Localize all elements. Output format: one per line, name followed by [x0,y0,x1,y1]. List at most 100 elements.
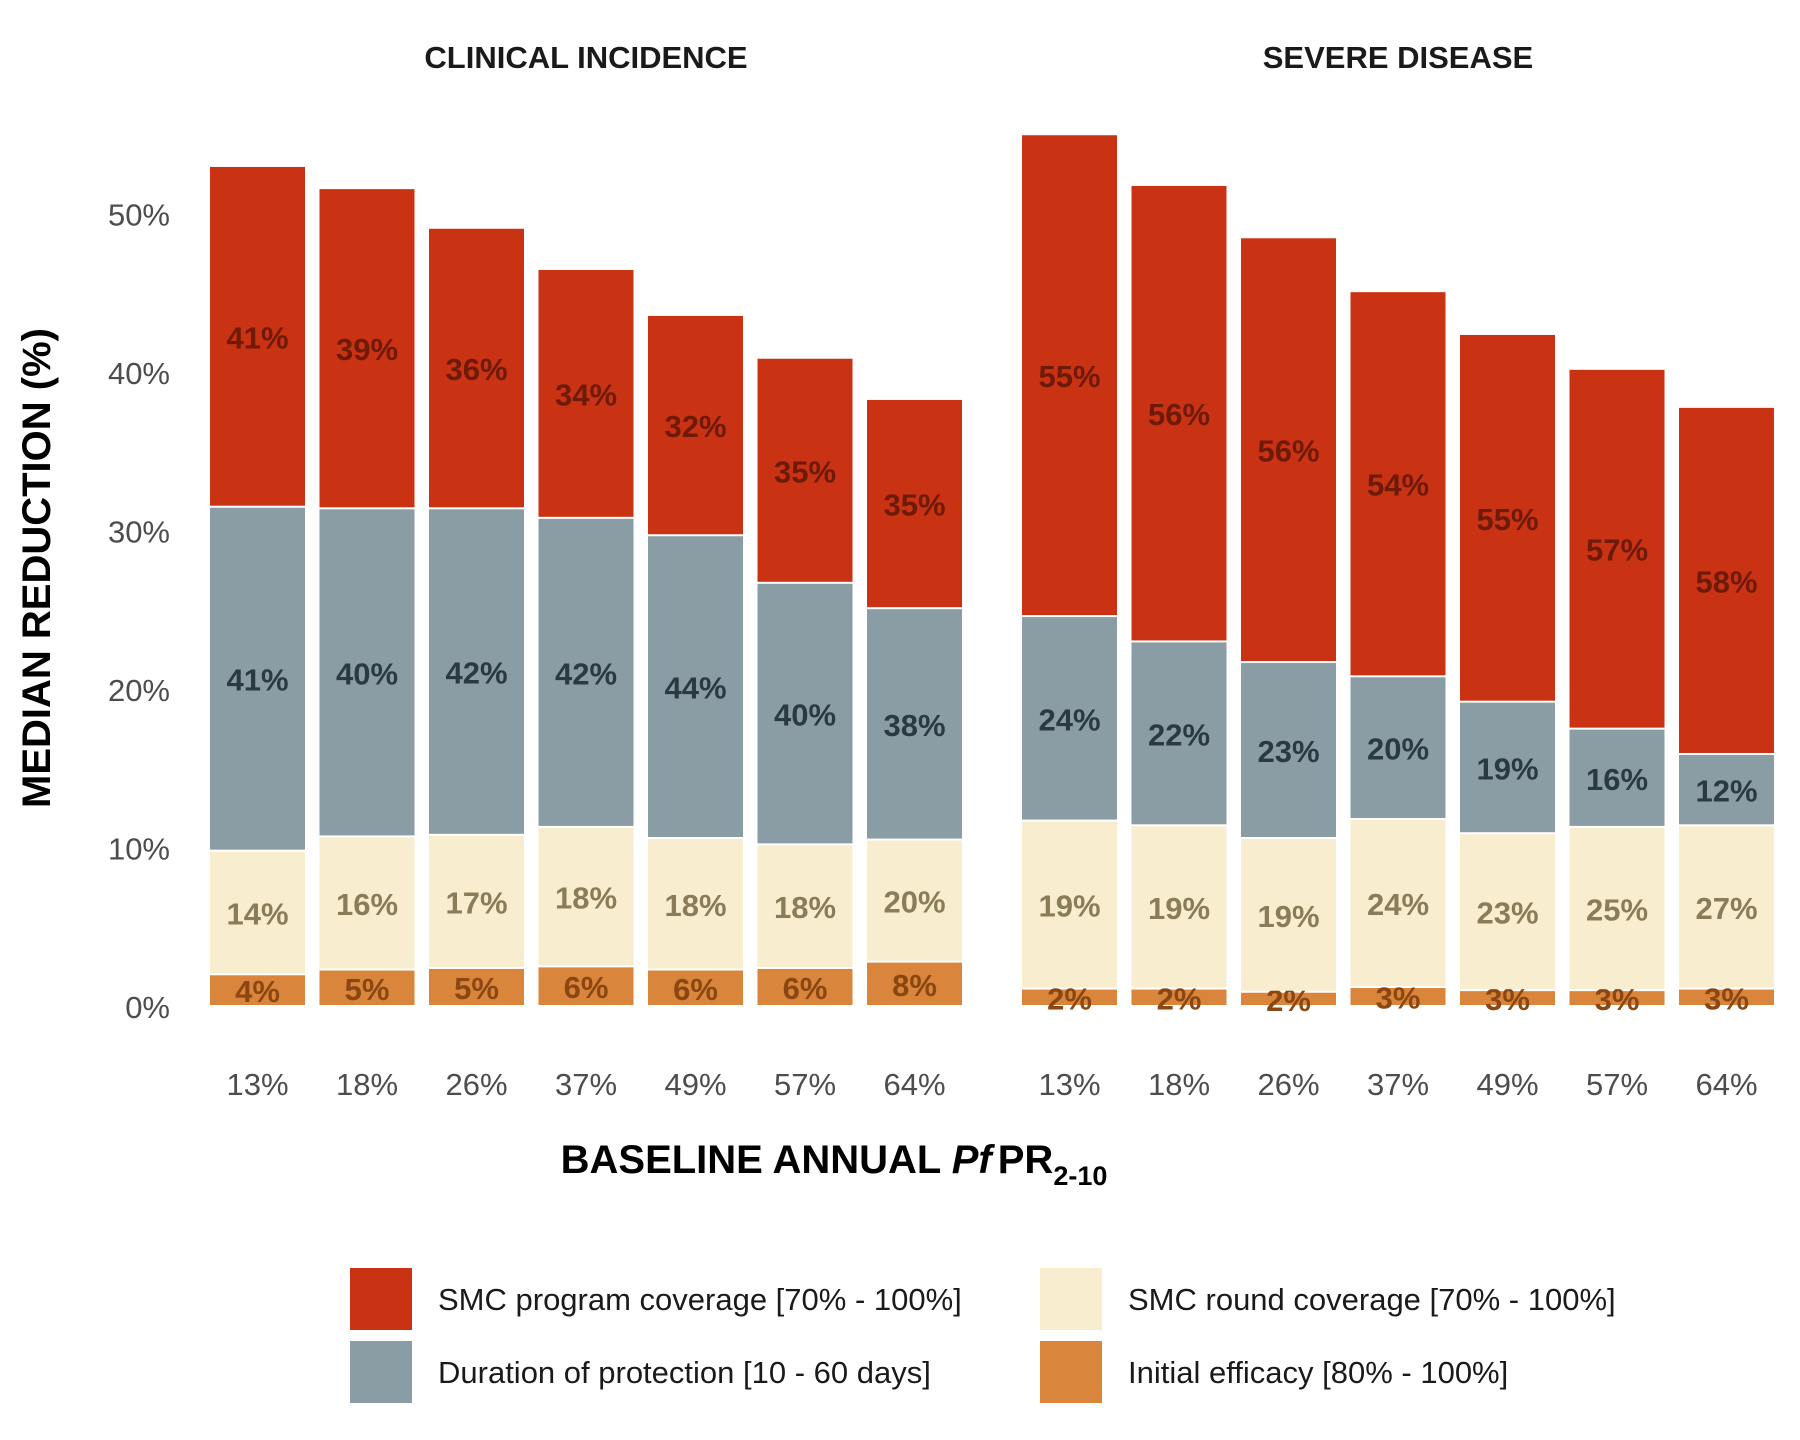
data-label: 6% [564,970,609,1005]
bar-segment [867,399,962,608]
data-label: 34% [555,377,617,412]
panel-title: CLINICAL INCIDENCE [424,40,747,75]
bar-segment [757,845,853,967]
data-label: 18% [555,881,617,916]
bar-segment [429,968,524,1005]
x-tick-label: 37% [1367,1067,1429,1102]
data-label: 40% [774,698,836,733]
x-tick-label: 49% [664,1067,726,1102]
data-label: 14% [226,896,288,931]
data-label: 57% [1586,533,1648,568]
data-label: 42% [445,656,507,691]
x-tick-label: 13% [1038,1067,1100,1102]
bar-segment [210,975,305,1005]
data-label: 44% [664,671,726,706]
y-tick-label: 10% [108,832,170,867]
panel: CLINICAL INCIDENCE 4% 14% 41% 41% 13% 5% 16% 40%… [210,40,962,1102]
x-tick-label: 37% [555,1067,617,1102]
bar-segment [538,967,634,1005]
y-tick-label: 40% [108,356,170,391]
x-tick-label: 57% [1586,1067,1648,1102]
bar-segment [1022,617,1117,820]
bar-segment [538,827,634,966]
bar-segment [1350,819,1446,986]
y-tick-label: 20% [108,673,170,708]
chart-panels: CLINICAL INCIDENCE 4% 14% 41% 41% 13% 5% 16% 40%… [210,40,1774,1102]
data-label: 4% [235,974,280,1009]
legend-label: Initial efficacy [80% - 100%] [1128,1355,1508,1390]
data-label: 19% [1476,751,1538,786]
bar-segment [1350,292,1446,676]
bar-segment [210,507,305,850]
data-label: 20% [883,885,945,920]
data-label: 55% [1038,359,1100,394]
bar-segment [1241,992,1336,1005]
x-tick-label: 26% [1257,1067,1319,1102]
x-tick-label: 18% [1148,1067,1210,1102]
bar-segment [867,609,962,839]
x-tick-label: 49% [1476,1067,1538,1102]
data-label: 6% [673,972,718,1007]
data-label: 39% [336,332,398,367]
data-label: 36% [445,352,507,387]
bar-segment [1679,826,1774,988]
data-label: 3% [1376,980,1421,1015]
bar-segment [429,228,524,508]
bar-segment [757,583,853,844]
bar-segment [319,509,415,836]
data-label: 5% [345,972,390,1007]
bar-segment [867,962,962,1005]
data-label: 25% [1586,893,1648,928]
data-label: 22% [1148,717,1210,752]
data-label: 16% [1586,762,1648,797]
x-tick-label: 26% [445,1067,507,1102]
data-label: 19% [1257,899,1319,934]
bar-segment [1569,991,1665,1005]
bar-segment [1131,642,1227,825]
bar-segment [1460,702,1555,833]
bar-segment [757,968,853,1005]
bar-segment [319,837,415,969]
bar-segment [319,970,415,1005]
bar-segment [1131,185,1227,641]
x-tick-label: 64% [883,1067,945,1102]
x-tick-label: 13% [226,1067,288,1102]
x-axis-title-main: PR [998,1138,1054,1182]
y-tick-label: 30% [108,515,170,550]
legend-swatch [1040,1268,1102,1330]
bar-segment [1131,826,1227,988]
legend-item: SMC round coverage [70% - 100%] [1040,1268,1616,1330]
data-label: 17% [445,885,507,920]
bar-segment [1350,987,1446,1005]
data-label: 5% [454,971,499,1006]
data-label: 41% [226,663,288,698]
bar-segment [1131,989,1227,1005]
data-label: 32% [664,409,726,444]
legend-item: Duration of protection [10 - 60 days] [350,1341,931,1403]
legend-label: SMC round coverage [70% - 100%] [1128,1282,1616,1317]
bar-segment [1022,821,1117,988]
data-label: 18% [774,890,836,925]
data-label: 42% [555,656,617,691]
bar-segment [757,358,853,582]
bar-segment [1679,754,1774,825]
data-label: 56% [1148,397,1210,432]
data-label: 23% [1257,734,1319,769]
legend: SMC program coverage [70% - 100%] SMC rou… [350,1268,1616,1403]
bar-segment [1022,135,1117,616]
x-tick-label: 57% [774,1067,836,1102]
data-label: 8% [892,968,937,1003]
data-label: 58% [1695,564,1757,599]
data-label: 27% [1695,891,1757,926]
bar-segment [1679,989,1774,1005]
data-label: 55% [1476,502,1538,537]
bar-segment [429,835,524,967]
bar-segment [538,518,634,826]
data-label: 19% [1148,891,1210,926]
data-label: 19% [1038,889,1100,924]
legend-swatch [350,1268,412,1330]
bar-segment [1679,407,1774,753]
x-tick-label: 64% [1695,1067,1757,1102]
bar-segment [1460,991,1555,1005]
